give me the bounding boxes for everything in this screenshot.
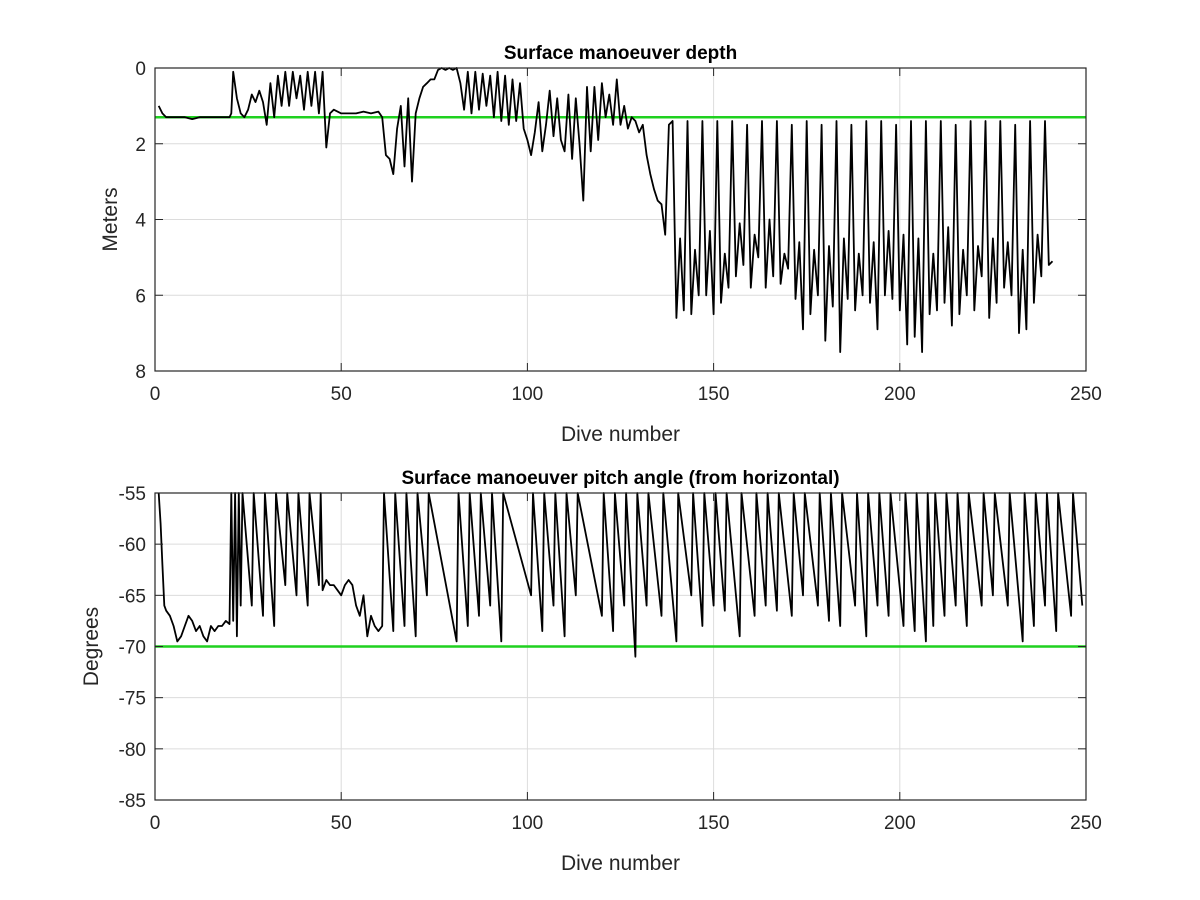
depth-y-axis-label: Meters bbox=[99, 187, 122, 251]
depth-ytick-label: 8 bbox=[135, 362, 146, 383]
depth-xtick-label: 100 bbox=[512, 384, 544, 405]
pitch-ytick-label: -55 bbox=[119, 484, 146, 505]
depth-ytick-label: 6 bbox=[135, 286, 146, 307]
pitch-x-axis-label: Dive number bbox=[561, 852, 680, 875]
depth-ytick-label: 2 bbox=[135, 135, 146, 156]
pitch-ytick-label: -75 bbox=[119, 689, 146, 710]
pitch-xtick-label: 50 bbox=[331, 813, 352, 834]
depth-series bbox=[157, 67, 1054, 354]
pitch-series-line bbox=[157, 492, 1084, 658]
pitch-chart-title: Surface manoeuver pitch angle (from hori… bbox=[401, 468, 839, 489]
pitch-y-axis-label: Degrees bbox=[80, 607, 103, 686]
pitch-xtick-label: 200 bbox=[884, 813, 916, 834]
pitch-ytick-label: -60 bbox=[119, 535, 146, 556]
depth-chart-title: Surface manoeuver depth bbox=[504, 43, 737, 64]
depth-ytick-label: 4 bbox=[135, 211, 146, 232]
pitch-subplot: 0 50 100 150 200 250 -55 -60 -65 -70 -75 -80 -85 Sur… bbox=[80, 468, 1102, 875]
pitch-ytick-label: -65 bbox=[119, 586, 146, 607]
pitch-xtick-label: 100 bbox=[512, 813, 544, 834]
depth-xtick-label: 50 bbox=[331, 384, 352, 405]
depth-xtick-label: 150 bbox=[698, 384, 730, 405]
depth-ytick-label: 0 bbox=[135, 59, 146, 80]
pitch-xtick-label: 150 bbox=[698, 813, 730, 834]
depth-series-line bbox=[157, 67, 1054, 354]
depth-subplot: 0 50 100 150 200 250 0 2 4 6 8 Surface manoeuver d… bbox=[99, 43, 1102, 446]
depth-xtick-label: 0 bbox=[150, 384, 161, 405]
depth-x-axis-label: Dive number bbox=[561, 423, 680, 446]
pitch-xtick-label: 250 bbox=[1070, 813, 1102, 834]
depth-tick-labels: 0 50 100 150 200 250 0 2 4 6 8 bbox=[135, 59, 1101, 405]
depth-xtick-label: 250 bbox=[1070, 384, 1102, 405]
pitch-ytick-label: -85 bbox=[119, 791, 146, 812]
pitch-ytick-label: -80 bbox=[119, 740, 146, 761]
pitch-tick-labels: 0 50 100 150 200 250 -55 -60 -65 -70 -75 -80 -85 bbox=[119, 484, 1102, 834]
pitch-xtick-label: 0 bbox=[150, 813, 161, 834]
pitch-series bbox=[157, 492, 1084, 658]
depth-xtick-label: 200 bbox=[884, 384, 916, 405]
pitch-ytick-label: -70 bbox=[119, 638, 146, 659]
